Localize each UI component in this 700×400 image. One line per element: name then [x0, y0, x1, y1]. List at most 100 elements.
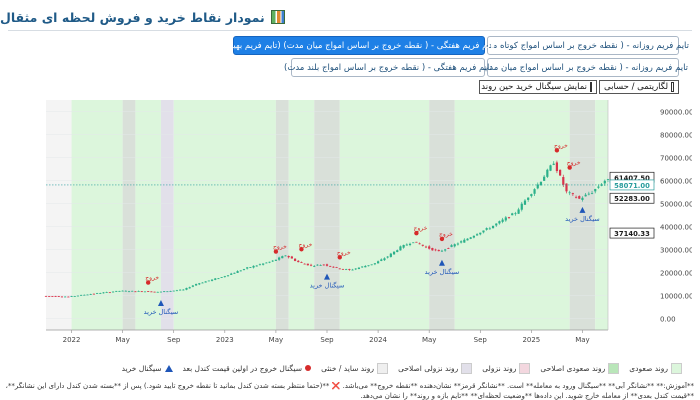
candle-body	[357, 267, 361, 269]
weekly-mid-term-button[interactable]: تایم فریم هفتگی - ( نقطه خروج بر اساس ام…	[223, 36, 495, 55]
candle-body	[313, 265, 316, 267]
y-tick-label: 90000.00	[660, 109, 692, 117]
candle-body	[226, 275, 230, 277]
candle-body	[242, 269, 246, 270]
instructions-line-2: **قیمت کندل بعدی** از معامله خارج شوید. …	[360, 392, 694, 400]
candle-body	[150, 291, 153, 293]
candle-body	[514, 213, 517, 215]
candle-body	[73, 295, 76, 297]
candle-body	[329, 265, 332, 267]
checkbox-icon	[671, 82, 674, 92]
legend-item: سیگنال خروج در اولین قیمت کندل بعد	[183, 364, 312, 373]
buy-signal-marker	[579, 206, 586, 213]
price-label: 37140.33	[614, 230, 650, 238]
sell-signal-label: خروج	[567, 160, 581, 167]
candle-body	[386, 256, 389, 258]
candle-body	[124, 290, 127, 292]
candle-body	[431, 247, 434, 251]
candle-body	[578, 196, 581, 199]
candle-body	[140, 291, 143, 293]
candle-body	[587, 193, 590, 195]
candle-body	[44, 295, 48, 297]
candle-body	[543, 176, 546, 181]
candle-body	[437, 249, 440, 252]
candle-body	[338, 268, 341, 270]
sell-signal-label: خروج	[337, 249, 351, 256]
candle-body	[233, 272, 236, 274]
legend-item: روند صعودی	[629, 362, 682, 374]
weekly-long-term-button[interactable]: تایم فریم هفتگی - ( نقطه خروج بر اساس ام…	[284, 58, 492, 77]
sell-signal-label: خروج	[299, 241, 313, 248]
x-tick-label: May	[269, 336, 283, 344]
x-tick-label: May	[422, 336, 436, 344]
sell-signal-marker	[439, 236, 445, 242]
candle-body	[217, 278, 220, 280]
candle-body	[293, 258, 297, 261]
sell-signal-label: خروج	[145, 275, 159, 282]
price-label-box	[609, 192, 655, 204]
y-tick-label: 40000.00	[660, 224, 692, 232]
realtime-signal-label: نمایش سیگنال خرید حین روند	[481, 82, 587, 92]
price-label-box	[609, 227, 655, 239]
realtime-signal-checkbox[interactable]: نمایش سیگنال خرید حین روند	[479, 80, 597, 94]
legend-label: روند نزولی اصلاحی	[398, 363, 459, 373]
candle-body	[134, 291, 137, 293]
daily-short-term-button[interactable]: تایم فریم روزانه - ( نقطه خروج بر اساس ا…	[477, 36, 689, 55]
candle-body	[153, 291, 156, 293]
candle-body	[373, 263, 376, 265]
price-label: 52283.00	[614, 195, 650, 203]
candle-body	[415, 241, 418, 243]
candle-body	[530, 194, 533, 197]
candle-body	[440, 250, 444, 252]
candle-body	[354, 268, 357, 270]
candle-body	[603, 180, 606, 184]
candle-body	[447, 248, 450, 249]
candle-body	[252, 265, 255, 268]
buy-signal-marker	[438, 259, 445, 266]
sell-dot-icon	[305, 365, 312, 371]
x-tick-label: Sep	[167, 336, 181, 344]
candle-body	[300, 262, 303, 263]
candle-body	[361, 266, 364, 268]
legend-label: روند ساید / خنثی	[321, 363, 375, 373]
candle-body	[389, 253, 392, 257]
sell-signal-marker	[145, 280, 151, 285]
candle-body	[453, 244, 456, 247]
log-scale-checkbox[interactable]: لگاریتمی / حسابی	[599, 80, 679, 94]
candle-body	[188, 287, 191, 289]
candle-body	[396, 250, 399, 252]
buy-arrow-icon	[164, 364, 173, 372]
regime-band	[173, 100, 276, 330]
legend-swatch	[671, 362, 682, 374]
candle-body	[501, 219, 504, 222]
candle-body	[92, 293, 95, 295]
candle-body	[421, 244, 424, 246]
candle-body	[463, 239, 466, 243]
chart-svg[interactable]: 0.00 10000.00 20000.00 30000.00 40000.00 5000…	[8, 98, 692, 346]
x-tick-label: 2023	[216, 336, 234, 344]
buy-signal-label: سیگنال خرید	[144, 308, 179, 316]
candle-body	[255, 265, 258, 267]
price-label: 58071.00	[614, 182, 650, 190]
candle-body	[565, 183, 568, 192]
x-tick-label: 2024	[369, 336, 387, 344]
y-tick-label: 50000.00	[660, 201, 692, 209]
candle-body	[297, 260, 300, 263]
legend-swatch	[519, 362, 531, 374]
candle-body	[159, 291, 163, 293]
x-tick-label: Sep	[320, 336, 334, 344]
candle-body	[533, 189, 536, 194]
candle-body	[376, 261, 380, 264]
candle-body	[131, 290, 134, 292]
candle-body	[405, 244, 408, 246]
candle-body	[86, 294, 89, 296]
candle-body	[380, 259, 383, 261]
legend-swatch	[377, 362, 389, 374]
daily-mid-term-button[interactable]: تایم فریم روزانه - ( نقطه خروج بر اساس ا…	[478, 58, 688, 77]
candle-body	[290, 256, 293, 259]
candle-body	[568, 192, 571, 194]
price-label: 61407.50	[614, 174, 650, 182]
price-chart[interactable]: 0.00 10000.00 20000.00 30000.00 40000.00 5000…	[8, 98, 692, 346]
candle-body	[147, 291, 150, 292]
candle-body	[332, 266, 335, 268]
